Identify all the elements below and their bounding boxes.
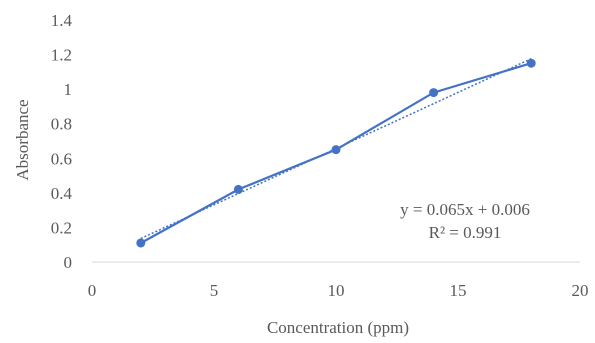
y-tick-label: 1.2 [51, 46, 72, 65]
data-point [233, 184, 243, 194]
data-point [136, 238, 146, 248]
data-point [526, 58, 536, 68]
y-tick-label: 0 [64, 253, 73, 272]
y-tick-label: 0.2 [51, 218, 72, 237]
data-point [331, 145, 341, 155]
y-axis-ticks: 0 0.2 0.4 0.6 0.8 1 1.2 1.4 [51, 11, 73, 272]
y-tick-label: 1.4 [51, 11, 73, 30]
x-tick-label: 20 [572, 281, 589, 300]
y-tick-label: 1 [64, 80, 73, 99]
x-axis-ticks: 0 5 10 15 20 [88, 281, 589, 300]
y-tick-label: 0.4 [51, 184, 73, 203]
x-tick-label: 5 [210, 281, 219, 300]
y-axis-label: Absorbance [13, 99, 32, 180]
trendline-equation: y = 0.065x + 0.006 [400, 200, 530, 219]
x-tick-label: 10 [328, 281, 345, 300]
x-axis-label: Concentration (ppm) [267, 318, 409, 337]
y-tick-label: 0.8 [51, 115, 72, 134]
r-squared-label: R² = 0.991 [429, 223, 502, 242]
y-tick-label: 0.6 [51, 149, 72, 168]
series-group [136, 58, 536, 248]
x-tick-label: 15 [450, 281, 467, 300]
x-tick-label: 0 [88, 281, 97, 300]
data-point [429, 88, 439, 98]
